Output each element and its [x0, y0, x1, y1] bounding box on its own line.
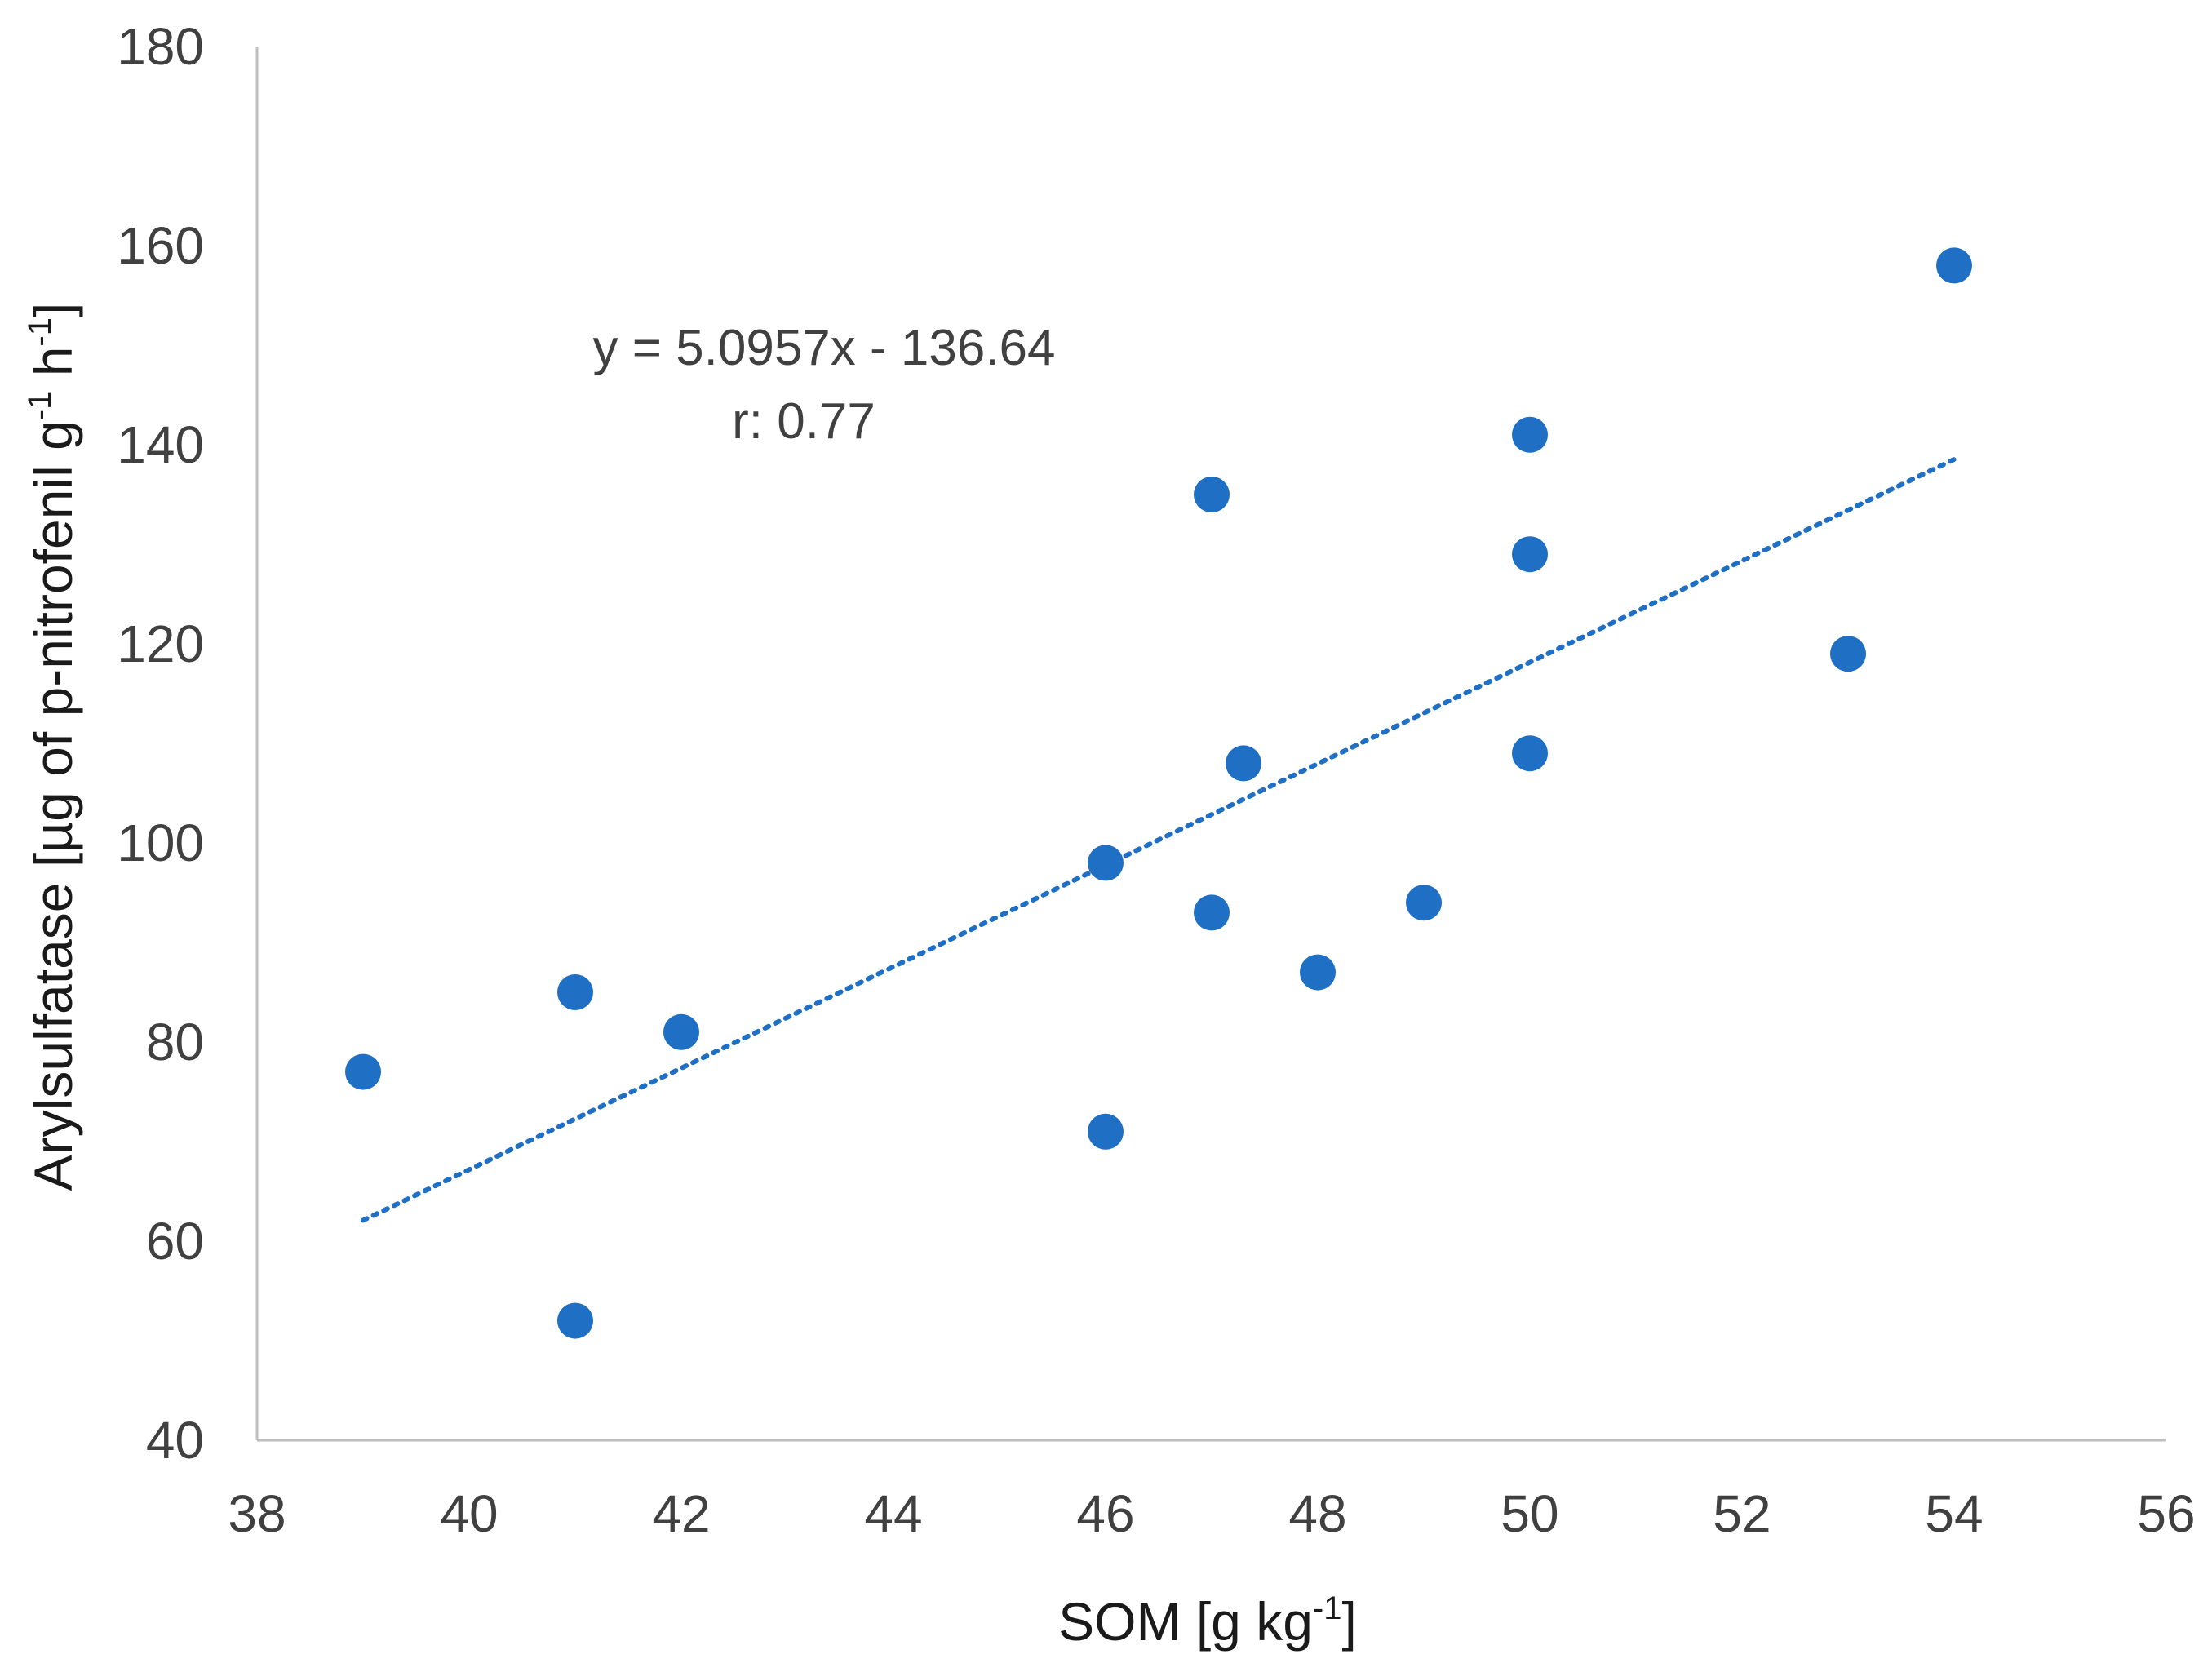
data-point — [1194, 477, 1230, 512]
data-point — [1300, 954, 1336, 991]
data-point — [1512, 735, 1548, 772]
y-tick-label: 140 — [117, 415, 204, 474]
trendline — [361, 456, 1957, 1223]
data-points — [345, 247, 1972, 1339]
y-tick-label: 60 — [146, 1212, 204, 1271]
y-tick-labels: 40 60 80 100 120 140 160 180 — [117, 17, 204, 1470]
x-tick-label: 44 — [864, 1484, 922, 1543]
y-axis-title: Arylsulfatase [µg of p-nitrofenil g-1 h-… — [22, 303, 83, 1191]
data-point — [557, 974, 593, 1010]
data-point — [557, 1302, 593, 1339]
x-tick-label: 52 — [1713, 1484, 1771, 1543]
x-tick-label: 50 — [1501, 1484, 1558, 1543]
trendline-group — [361, 456, 1957, 1223]
data-point — [1088, 1113, 1124, 1150]
y-tick-label: 100 — [117, 814, 204, 872]
x-tick-label: 56 — [2137, 1484, 2195, 1543]
r-value-label: r: 0.77 — [732, 393, 875, 450]
y-tick-label: 80 — [146, 1013, 204, 1071]
data-point — [663, 1013, 699, 1050]
equation-label: y = 5.0957x - 136.64 — [592, 320, 1055, 376]
data-point — [1226, 745, 1261, 782]
data-point — [345, 1053, 381, 1090]
data-point — [1830, 636, 1866, 672]
axes — [255, 47, 2166, 1442]
data-point — [1406, 885, 1442, 921]
x-axis-title: SOM [g kg-1] — [1058, 1590, 1357, 1652]
y-tick-label: 40 — [146, 1411, 204, 1470]
x-tick-label: 40 — [440, 1484, 498, 1543]
data-point — [1512, 416, 1548, 453]
y-tick-label: 180 — [117, 17, 204, 76]
x-tick-label: 48 — [1288, 1484, 1346, 1543]
y-tick-label: 120 — [117, 614, 204, 673]
y-tick-label: 160 — [117, 216, 204, 275]
x-tick-label: 42 — [652, 1484, 710, 1543]
data-point — [1088, 845, 1124, 881]
x-tick-label: 54 — [1925, 1484, 1983, 1543]
data-point — [1512, 536, 1548, 573]
x-tick-labels: 38 40 42 44 46 48 50 52 54 56 — [228, 1484, 2195, 1543]
x-tick-label: 46 — [1076, 1484, 1134, 1543]
x-tick-label: 38 — [228, 1484, 286, 1543]
data-point — [1936, 247, 1972, 284]
data-point — [1194, 894, 1230, 931]
